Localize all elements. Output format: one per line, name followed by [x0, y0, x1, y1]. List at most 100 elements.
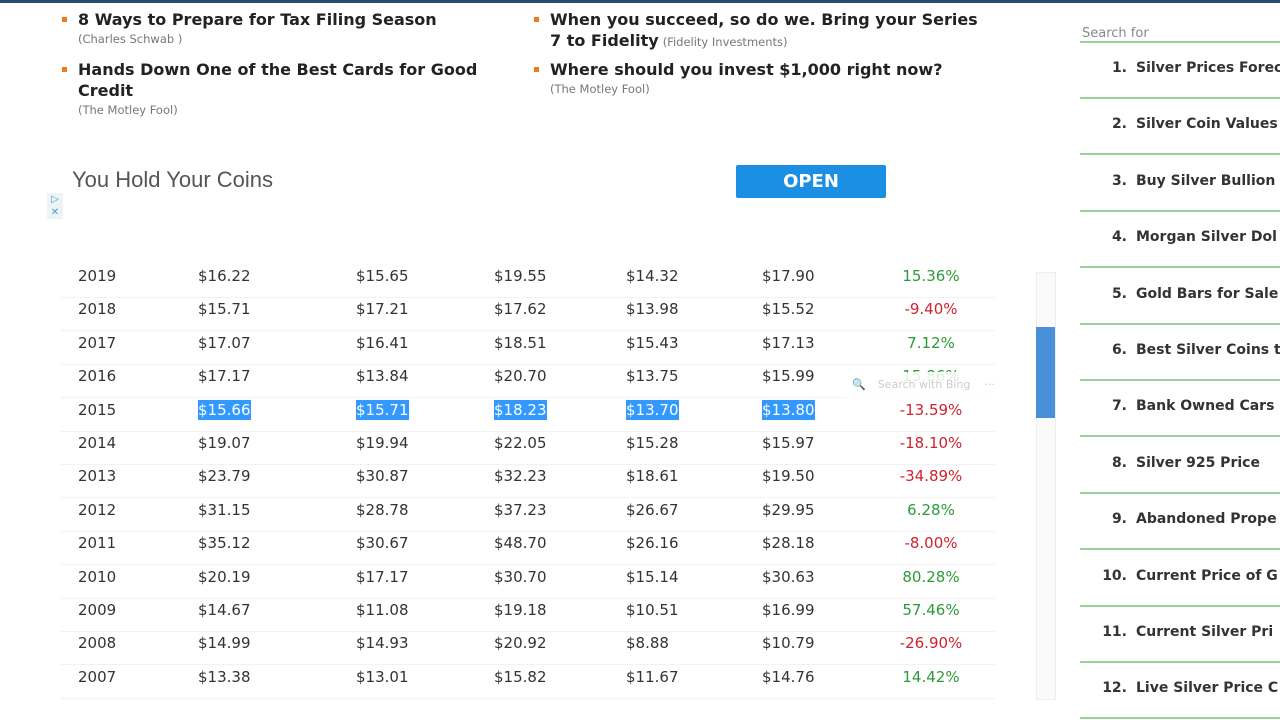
item-text[interactable]: Abandoned Prope [1136, 511, 1277, 528]
sidebar-divider [1080, 491, 1280, 494]
year-cell: 2008 [78, 634, 117, 653]
ad-source: (Charles Schwab ) [78, 32, 183, 46]
item-number: 10. [1102, 567, 1127, 584]
price-cell: $28.78 [356, 500, 409, 519]
price-cell: $14.76 [762, 667, 815, 686]
price-cell: $13.98 [626, 300, 679, 319]
item-text[interactable]: Live Silver Price C [1136, 680, 1279, 697]
price-cell: $17.07 [198, 333, 251, 352]
price-cell: $16.41 [356, 333, 409, 352]
sidebar-divider [1080, 604, 1280, 607]
price-cell: $18.23 [494, 399, 547, 420]
change-cell: -18.10% [899, 434, 963, 452]
scrollbar-thumb[interactable] [1036, 327, 1055, 418]
search-placeholder[interactable]: Search with Bing [877, 378, 971, 391]
price-cell: $22.05 [494, 434, 547, 452]
ad-item[interactable]: 8 Ways to Prepare for Tax Filing Season (… [62, 9, 518, 48]
item-text[interactable]: Silver 925 Price [1136, 454, 1260, 471]
row-divider [60, 530, 995, 532]
price-cell: $15.52 [762, 300, 815, 319]
sidebar-divider [1080, 379, 1280, 381]
item-text[interactable]: Morgan Silver Dol [1136, 229, 1277, 246]
price-cell: $15.28 [626, 434, 679, 452]
sidebar-item[interactable]: 6. Best Silver Coins t [1080, 342, 1280, 358]
year-cell: 2014 [78, 434, 117, 452]
price-cell: $19.50 [762, 467, 815, 486]
sidebar-divider [1080, 97, 1280, 99]
sidebar-item[interactable]: 11. Current Silver Pri [1080, 624, 1280, 640]
year-cell: 2010 [78, 567, 117, 586]
price-cell: $29.95 [762, 500, 815, 519]
item-number: 11. [1102, 624, 1127, 640]
search-popup[interactable]: 🔍 Search with Bing ··· [846, 372, 1034, 398]
sidebar-item[interactable]: 7. Bank Owned Cars [1080, 398, 1280, 414]
ad-item[interactable]: When you succeed, so do we. Bring your S… [534, 9, 990, 51]
item-text[interactable]: Current Silver Pri [1136, 624, 1274, 640]
price-cell: $15.65 [356, 267, 409, 285]
price-cell: $13.75 [626, 367, 679, 386]
more-button[interactable]: ··· [984, 378, 995, 391]
price-cell: $18.61 [626, 467, 679, 486]
price-cell: $11.08 [356, 601, 409, 619]
sidebar-item[interactable]: 9. Abandoned Prope [1080, 511, 1280, 527]
sidebar-item[interactable]: 8. Silver 925 Price [1080, 455, 1280, 471]
price-cell: $17.17 [198, 367, 251, 386]
row-divider [60, 363, 995, 365]
change-cell: 14.42% [902, 667, 960, 686]
item-text[interactable]: Silver Coin Values [1136, 116, 1278, 133]
item-number: 7. [1111, 398, 1127, 415]
ad-title[interactable]: Where should you invest $1,000 right now… [550, 60, 943, 79]
sidebar-item[interactable]: 3. Buy Silver Bullion [1080, 173, 1280, 189]
sidebar-divider [1080, 661, 1280, 663]
year-cell: 2007 [78, 667, 117, 686]
year-cell: 2009 [78, 601, 117, 619]
price-cell: $30.63 [762, 567, 815, 586]
ad-title[interactable]: When you succeed, so do we. Bring your S… [550, 10, 978, 50]
item-text[interactable]: Current Price of G [1136, 567, 1278, 584]
price-cell: $20.92 [494, 634, 547, 653]
price-cell: $26.67 [626, 500, 679, 519]
ad-title[interactable]: Hands Down One of the Best Cards for Goo… [78, 60, 478, 100]
item-text[interactable]: Silver Prices Forec [1136, 60, 1280, 76]
ad-item[interactable]: Hands Down One of the Best Cards for Goo… [62, 59, 518, 119]
ad-title[interactable]: 8 Ways to Prepare for Tax Filing Season [78, 10, 437, 29]
sidebar-divider [1080, 548, 1280, 551]
price-cell: $19.07 [198, 434, 251, 452]
price-cell: $48.70 [494, 534, 547, 553]
open-button[interactable]: OPEN [736, 165, 886, 198]
price-cell: $23.79 [198, 467, 251, 486]
row-divider [60, 330, 995, 332]
ad-choices-icon[interactable]: ▷ ✕ [47, 193, 63, 219]
price-cell: $15.82 [494, 667, 547, 686]
ad-source: (The Motley Fool) [550, 82, 650, 96]
price-cell: $14.32 [626, 267, 679, 285]
price-cell: $17.13 [762, 333, 815, 352]
sidebar-item[interactable]: 1. Silver Prices Forec [1080, 60, 1280, 76]
row-divider [60, 597, 995, 599]
sidebar-item[interactable]: 10. Current Price of G [1080, 568, 1280, 584]
item-text[interactable]: Buy Silver Bullion [1136, 172, 1276, 189]
item-number: 4. [1111, 229, 1127, 246]
price-cell: $13.70 [626, 399, 679, 420]
ad-source: (Fidelity Investments) [662, 35, 788, 49]
price-cell: $17.21 [356, 300, 409, 319]
item-text[interactable]: Bank Owned Cars [1136, 398, 1275, 415]
sidebar-item[interactable]: 2. Silver Coin Values [1080, 116, 1280, 132]
change-cell: 7.12% [907, 333, 955, 352]
year-cell: 2017 [78, 333, 117, 352]
change-cell: 80.28% [902, 567, 960, 586]
price-cell: $30.70 [494, 567, 547, 586]
sidebar-item[interactable]: 4. Morgan Silver Dol [1080, 229, 1280, 245]
sidebar-item[interactable]: 12. Live Silver Price C [1080, 680, 1280, 696]
row-divider [60, 397, 995, 399]
item-text[interactable]: Gold Bars for Sale [1136, 285, 1279, 302]
item-text[interactable]: Best Silver Coins t [1136, 342, 1280, 358]
item-number: 5. [1111, 285, 1127, 302]
price-cell: $10.51 [626, 601, 679, 619]
sidebar-item[interactable]: 5. Gold Bars for Sale [1080, 286, 1280, 302]
price-cell: $14.67 [198, 601, 251, 619]
top-bar [0, 0, 1280, 3]
ad-item[interactable]: Where should you invest $1,000 right now… [534, 59, 990, 98]
price-cell: $30.67 [356, 534, 409, 553]
